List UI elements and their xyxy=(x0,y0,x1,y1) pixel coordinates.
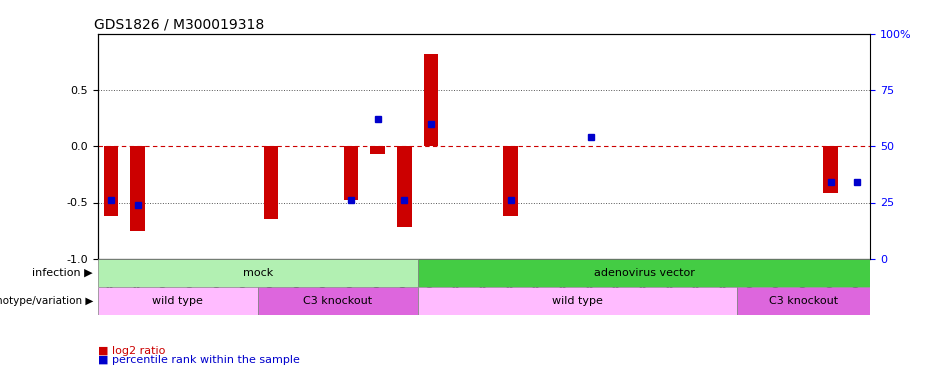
Text: C3 knockout: C3 knockout xyxy=(769,296,839,306)
Bar xyxy=(98,287,258,315)
Bar xyxy=(130,146,145,231)
Bar xyxy=(397,146,412,227)
Bar xyxy=(344,146,358,200)
Bar xyxy=(371,146,385,154)
Text: C3 knockout: C3 knockout xyxy=(303,296,372,306)
Text: wild type: wild type xyxy=(153,296,203,306)
Text: ■ log2 ratio: ■ log2 ratio xyxy=(98,346,165,355)
Bar xyxy=(417,287,737,315)
Bar xyxy=(504,146,518,216)
Bar xyxy=(98,259,417,287)
Text: infection ▶: infection ▶ xyxy=(33,268,93,278)
Text: genotype/variation ▶: genotype/variation ▶ xyxy=(0,296,93,306)
Bar xyxy=(258,287,417,315)
Bar xyxy=(263,146,278,219)
Text: wild type: wild type xyxy=(552,296,602,306)
Text: adenovirus vector: adenovirus vector xyxy=(594,268,695,278)
Text: mock: mock xyxy=(242,268,273,278)
Bar xyxy=(417,259,870,287)
Bar xyxy=(103,146,118,216)
Bar xyxy=(737,287,870,315)
Text: ■ percentile rank within the sample: ■ percentile rank within the sample xyxy=(98,355,300,365)
Bar xyxy=(424,54,439,146)
Text: GDS1826 / M300019318: GDS1826 / M300019318 xyxy=(94,17,264,31)
Bar xyxy=(823,146,838,194)
